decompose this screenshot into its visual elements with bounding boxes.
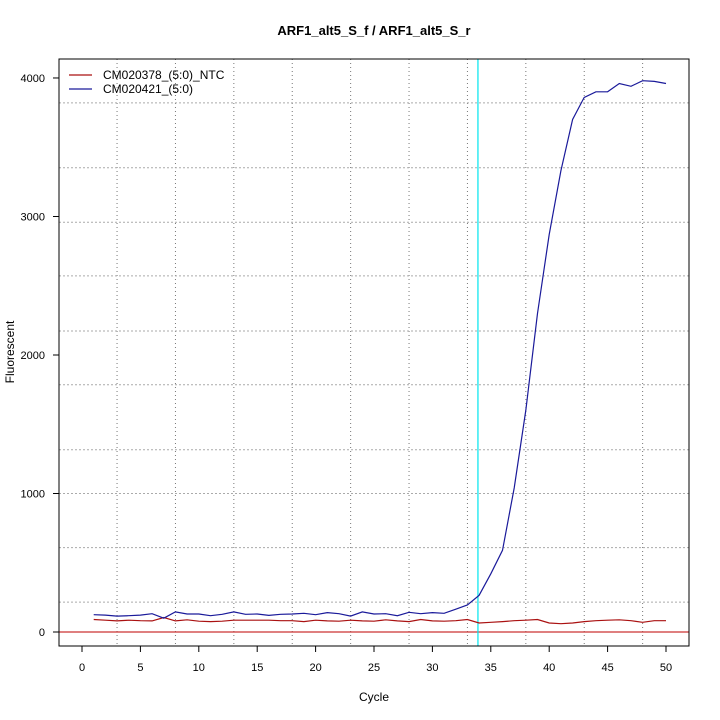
chart-title: ARF1_alt5_S_f / ARF1_alt5_S_r <box>277 23 470 38</box>
y-tick-label: 4000 <box>21 73 45 85</box>
legend-label: CM020378_(5:0)_NTC <box>103 68 225 82</box>
series-line-0 <box>93 616 666 625</box>
y-tick-label: 3000 <box>21 211 45 223</box>
x-tick-label: 25 <box>368 662 380 674</box>
x-tick-label: 30 <box>426 662 438 674</box>
x-tick-label: 50 <box>660 662 672 674</box>
x-tick-label: 10 <box>193 662 205 674</box>
x-tick-label: 15 <box>251 662 263 674</box>
grid <box>59 59 689 646</box>
y-axis: 0 1000 2000 3000 4000 <box>21 73 60 639</box>
y-tick-label: 0 <box>39 627 45 639</box>
y-tick-label: 2000 <box>21 350 45 362</box>
x-tick-label: 40 <box>543 662 555 674</box>
series-line-1 <box>93 80 667 619</box>
y-axis-title: Fluorescent <box>3 320 17 383</box>
x-tick-label: 20 <box>309 662 321 674</box>
x-tick-label: 0 <box>79 662 85 674</box>
plot-box <box>58 58 690 647</box>
y-tick-label: 1000 <box>21 489 45 501</box>
x-axis: 0 5 10 15 20 25 30 35 40 45 50 <box>79 645 672 674</box>
series-lines <box>93 80 667 625</box>
reference-lines <box>59 59 689 646</box>
legend-label: CM020421_(5:0) <box>103 82 193 96</box>
x-tick-label: 45 <box>601 662 613 674</box>
x-axis-title: Cycle <box>359 690 389 704</box>
x-tick-label: 5 <box>137 662 143 674</box>
x-tick-label: 35 <box>485 662 497 674</box>
